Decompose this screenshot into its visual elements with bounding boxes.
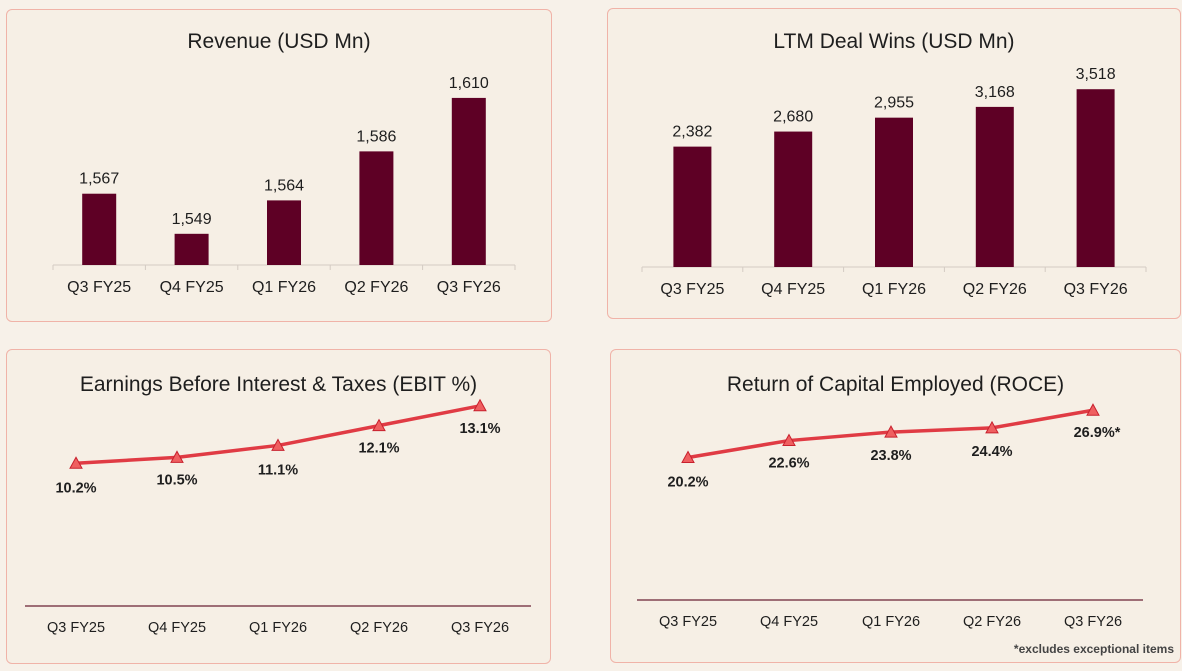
data-point xyxy=(884,425,898,438)
category-label: Q3 FY26 xyxy=(437,279,501,296)
category-label: Q1 FY26 xyxy=(862,614,920,630)
category-label: Q4 FY25 xyxy=(760,614,818,630)
data-label: 20.2% xyxy=(667,474,708,490)
footnote: *excludes exceptional items xyxy=(1013,642,1174,656)
data-label: 23.8% xyxy=(870,448,911,464)
bar xyxy=(774,131,813,267)
bar xyxy=(451,97,486,265)
data-point xyxy=(1086,403,1100,416)
category-label: Q2 FY26 xyxy=(344,279,408,296)
ebit-chart-panel: Earnings Before Interest & Taxes (EBIT %… xyxy=(6,349,551,664)
category-label: Q3 FY25 xyxy=(660,281,724,298)
data-label: 1,586 xyxy=(356,128,396,145)
data-label: 11.1% xyxy=(258,462,298,478)
roce-line-chart: 20.2% Q3 FY25 22.6% Q4 FY25 23.8% Q1 FY26 24.4… xyxy=(637,403,1143,630)
data-label: 1,567 xyxy=(79,171,119,188)
category-label: Q3 FY25 xyxy=(47,620,105,636)
roce-chart-panel: Return of Capital Employed (ROCE) 20.2% Q… xyxy=(610,349,1181,663)
category-label: Q3 FY25 xyxy=(67,279,131,296)
category-label: Q2 FY26 xyxy=(350,620,408,636)
category-label: Q1 FY26 xyxy=(252,279,316,296)
chart-title: Earnings Before Interest & Taxes (EBIT %… xyxy=(79,373,478,396)
bar xyxy=(875,117,913,268)
deal-wins-bar-chart: 2,382 Q3 FY25 2,680 Q4 FY25 2,955 Q1 FY26 3,16… xyxy=(641,66,1147,298)
data-label: 24.4% xyxy=(971,444,1012,460)
category-label: Q2 FY26 xyxy=(963,281,1027,298)
deal-wins-chart-panel: LTM Deal Wins (USD Mn) 2,382 Q3 FY25 2,680… xyxy=(607,8,1181,319)
bar xyxy=(82,193,117,265)
revenue-chart-panel: Revenue (USD Mn) 1,567 Q3 FY25 1,549 Q4 FY2… xyxy=(6,9,552,322)
category-label: Q1 FY26 xyxy=(862,281,926,298)
bar xyxy=(1076,89,1115,267)
category-label: Q4 FY25 xyxy=(761,281,825,298)
data-label: 10.5% xyxy=(156,472,197,488)
category-label: Q3 FY26 xyxy=(451,620,509,636)
data-point xyxy=(170,450,184,463)
data-point xyxy=(271,438,285,451)
data-label: 10.2% xyxy=(55,480,96,496)
data-point xyxy=(69,456,83,469)
bar xyxy=(174,233,209,265)
data-label: 12.1% xyxy=(358,441,399,457)
data-label: 13.1% xyxy=(459,421,500,437)
revenue-bar-chart: 1,567 Q3 FY25 1,549 Q4 FY25 1,564 Q1 FY26 1,58… xyxy=(52,75,516,296)
data-label: 1,610 xyxy=(449,75,489,92)
bar xyxy=(673,146,712,267)
ebit-line-chart: 10.2% Q3 FY25 10.5% Q4 FY25 11.1% Q1 FY26 12.1… xyxy=(25,398,531,636)
chart-title: Return of Capital Employed (ROCE) xyxy=(726,373,1065,396)
series-line xyxy=(74,404,482,466)
data-label: 26.9%* xyxy=(1074,425,1121,441)
category-label: Q2 FY26 xyxy=(963,614,1021,630)
data-label: 1,564 xyxy=(264,177,304,194)
category-label: Q4 FY25 xyxy=(160,279,224,296)
category-label: Q3 FY25 xyxy=(659,614,717,630)
data-label: 1,549 xyxy=(172,211,212,228)
data-label: 22.6% xyxy=(768,456,809,472)
data-label: 2,680 xyxy=(773,109,813,126)
category-label: Q3 FY26 xyxy=(1064,614,1122,630)
category-label: Q1 FY26 xyxy=(249,620,307,636)
data-label: 2,955 xyxy=(874,95,914,112)
chart-title: LTM Deal Wins (USD Mn) xyxy=(773,30,1015,53)
category-label: Q3 FY26 xyxy=(1064,281,1128,298)
data-point xyxy=(473,398,487,412)
bar xyxy=(267,200,301,265)
data-point xyxy=(681,450,695,463)
bar xyxy=(975,106,1014,267)
category-label: Q4 FY25 xyxy=(148,620,206,636)
data-label: 3,168 xyxy=(975,84,1015,101)
data-point xyxy=(782,433,796,447)
data-label: 2,382 xyxy=(672,124,712,141)
data-point xyxy=(372,418,386,432)
data-label: 3,518 xyxy=(1076,66,1116,83)
data-point xyxy=(985,420,999,434)
bar xyxy=(359,151,394,265)
chart-title: Revenue (USD Mn) xyxy=(187,30,371,53)
